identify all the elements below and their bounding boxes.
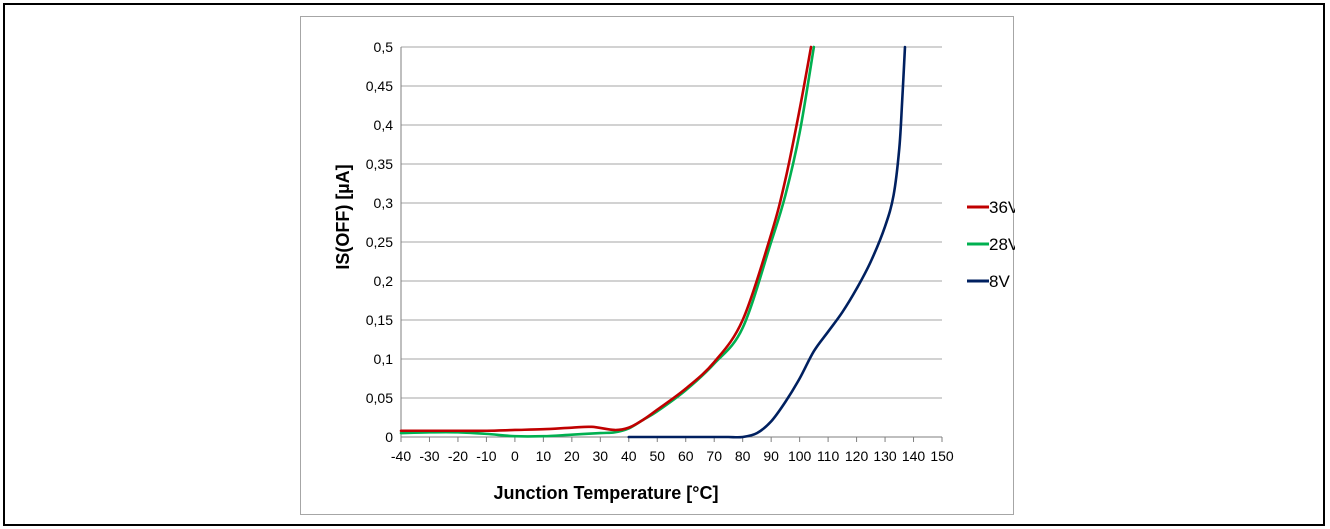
x-tick-labels: -40 -30 -20 -10 0 10 20 30 40 50 60 70 80 90 100 110 120… [391, 448, 954, 464]
x-tick-label: 130 [873, 448, 897, 464]
x-tick-label: 100 [788, 448, 812, 464]
y-tick-label: 0,3 [374, 195, 394, 211]
y-tick-labels: 0 0,05 0,1 0,15 0,2 0,25 0,3 0,35 0,4 0,45 0,5 [366, 39, 393, 445]
y-tick-label: 0,15 [366, 312, 393, 328]
x-tick-label: -40 [391, 448, 411, 464]
y-tick-label: 0,05 [366, 390, 393, 406]
legend: 36V 28V 8V [967, 198, 1020, 291]
x-tick-label: 0 [511, 448, 519, 464]
y-tick-label: 0,5 [374, 39, 394, 55]
x-tick-label: 50 [649, 448, 665, 464]
x-tick-label: 90 [763, 448, 779, 464]
x-tick-label: 30 [593, 448, 609, 464]
axes [400, 47, 943, 442]
x-tick-label: 60 [678, 448, 694, 464]
y-tick-label: 0,45 [366, 78, 393, 94]
series-line-36v [399, 45, 813, 433]
y-axis-title: IS(OFF) [µA] [333, 164, 353, 269]
x-axis-title: Junction Temperature [°C] [494, 483, 719, 503]
y-tick-label: 0,25 [366, 234, 393, 250]
chart-area: 0 0,05 0,1 0,15 0,2 0,25 0,3 0,35 0,4 0,45 0,5 -40… [300, 16, 1020, 515]
y-tick-label: 0,35 [366, 156, 393, 172]
figure-frame: 0 0,05 0,1 0,15 0,2 0,25 0,3 0,35 0,4 0,45 0,5 -40… [3, 3, 1325, 526]
x-tick-label: -10 [476, 448, 496, 464]
series-line-8v [627, 45, 907, 439]
y-tick-label: 0 [385, 429, 393, 445]
y-tick-label: 0,4 [374, 117, 394, 133]
y-tick-label: 0,1 [374, 351, 394, 367]
y-tick-label: 0,2 [374, 273, 394, 289]
legend-label-8v: 8V [989, 272, 1010, 291]
grid-lines [401, 46, 942, 399]
legend-label-28v: 28V [989, 235, 1015, 254]
x-tick-label: 70 [706, 448, 722, 464]
x-tick-label: 120 [845, 448, 869, 464]
x-tick-label: 80 [735, 448, 751, 464]
x-tick-label: 20 [564, 448, 580, 464]
legend-label-36v: 36V [989, 198, 1015, 217]
data-series [399, 45, 907, 439]
chart-svg: 0 0,05 0,1 0,15 0,2 0,25 0,3 0,35 0,4 0,45 0,5 -40… [333, 39, 1020, 503]
x-tick-label: 10 [536, 448, 552, 464]
x-tick-label: -30 [419, 448, 439, 464]
x-tick-label: 110 [817, 448, 840, 464]
x-tick-label: 40 [621, 448, 637, 464]
x-tick-label: 150 [930, 448, 954, 464]
x-tick-label: -20 [448, 448, 468, 464]
x-tick-label: 140 [902, 448, 926, 464]
